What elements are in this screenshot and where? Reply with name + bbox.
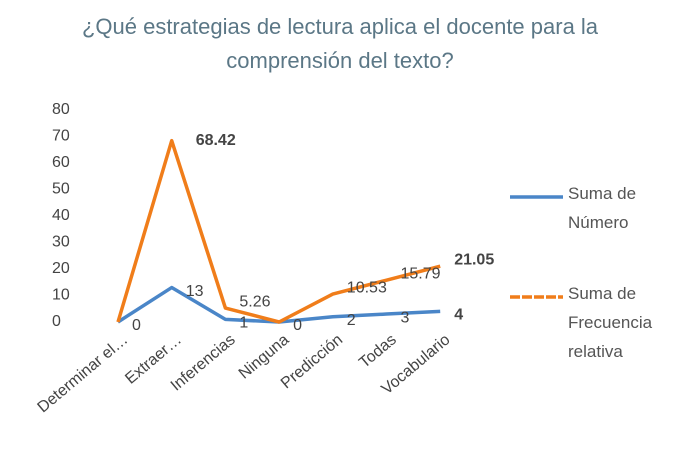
- legend-label: Suma de Frecuencia relativa: [568, 284, 653, 361]
- data-label: 68.42: [196, 132, 236, 149]
- y-tick-label: 50: [52, 181, 70, 198]
- data-label: 5.26: [239, 293, 270, 310]
- y-tick-label: 10: [52, 287, 70, 304]
- legend-label: Suma de Número: [568, 184, 637, 232]
- series-line: [117, 285, 441, 324]
- data-label: 21.05: [454, 251, 494, 268]
- y-tick-label: 70: [52, 128, 70, 145]
- data-label: 13: [186, 283, 204, 300]
- x-tick-label: Todas: [356, 331, 400, 371]
- data-label: 3: [401, 309, 410, 326]
- data-label: 2: [347, 312, 356, 329]
- y-tick-label: 20: [52, 260, 70, 277]
- y-tick-label: 60: [52, 154, 70, 171]
- data-label: 0: [132, 317, 141, 334]
- data-label: 0: [293, 317, 302, 334]
- data-label: 1: [239, 315, 248, 332]
- data-label: 10.53: [347, 279, 387, 296]
- chart-title: ¿Qué estrategias de lectura aplica el do…: [81, 14, 599, 73]
- y-tick-label: 40: [52, 207, 70, 224]
- data-label: 4: [454, 307, 463, 324]
- y-tick-label: 30: [52, 234, 70, 251]
- data-label: 15.79: [401, 265, 441, 282]
- y-tick-label: 0: [52, 313, 61, 330]
- x-tick-label: Determinar el…: [35, 331, 132, 416]
- series-line: [116, 138, 441, 324]
- y-tick-label: 80: [52, 101, 70, 118]
